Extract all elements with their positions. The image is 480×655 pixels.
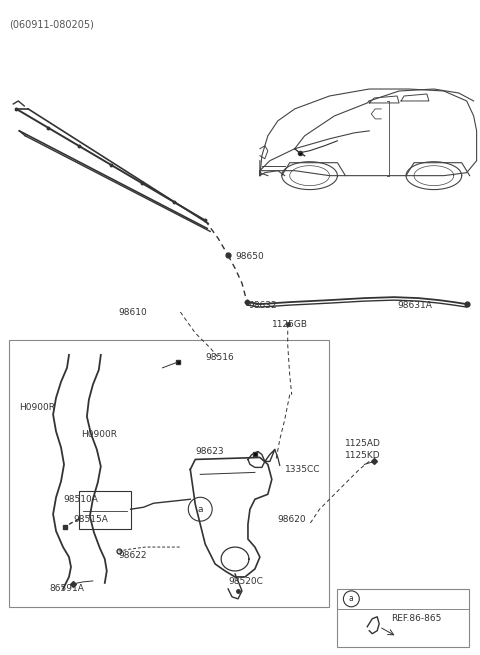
Circle shape [343,591,360,607]
Text: 98620: 98620 [278,515,306,524]
Circle shape [188,497,212,521]
Text: 98516: 98516 [205,353,234,362]
Text: 98520C: 98520C [228,578,263,586]
Text: 98650: 98650 [235,252,264,261]
Text: 98510A: 98510A [63,495,98,504]
Text: 1125GB: 1125GB [272,320,308,329]
Text: 98610: 98610 [119,308,147,316]
Bar [9,340,329,607]
Bar [79,491,131,529]
Text: H0900R: H0900R [81,430,117,439]
Text: a: a [349,594,354,603]
Text: REF.86-865: REF.86-865 [391,614,442,624]
Text: 98515A: 98515A [73,515,108,524]
Text: 98622: 98622 [119,551,147,559]
Text: 98623: 98623 [195,447,224,456]
Text: 98631A: 98631A [397,301,432,310]
Text: 1335CC: 1335CC [285,465,320,474]
Text: 98632: 98632 [248,301,276,310]
Text: (060911-080205): (060911-080205) [9,19,94,29]
Bar [337,589,468,646]
Text: H0900R: H0900R [19,403,55,412]
Text: 1125AD: 1125AD [346,439,381,448]
Text: a: a [197,505,203,514]
Text: 1125KD: 1125KD [346,451,381,460]
Text: 86591A: 86591A [49,584,84,593]
